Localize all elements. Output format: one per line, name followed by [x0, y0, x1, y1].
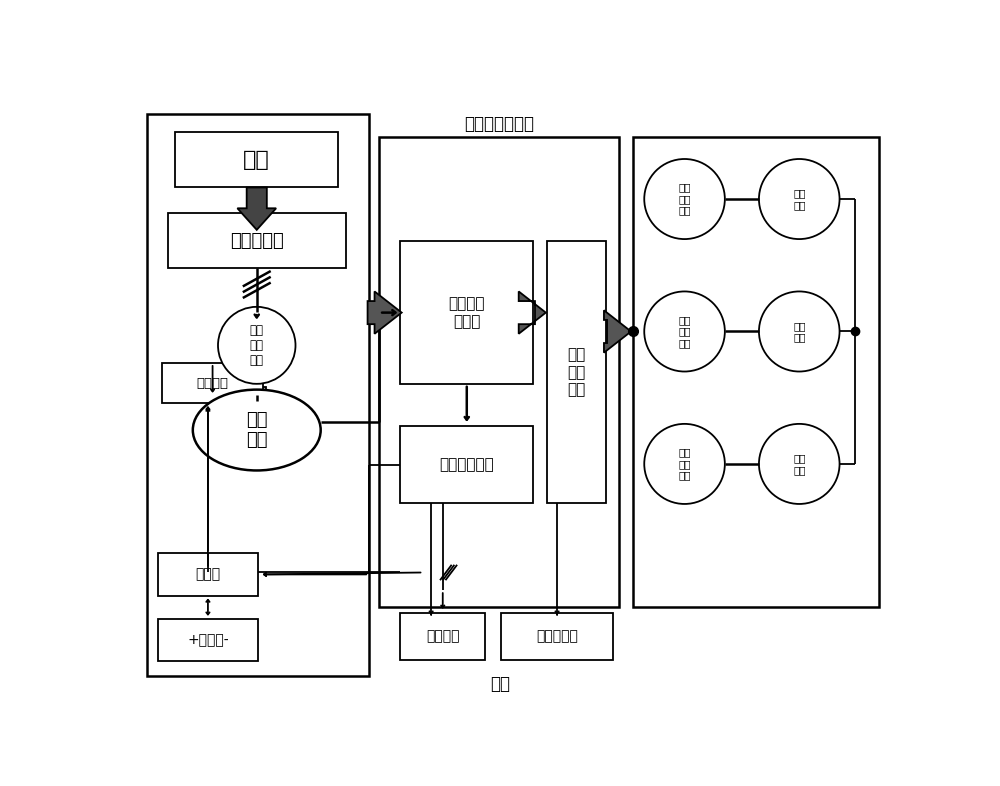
- Text: 充电机: 充电机: [195, 567, 220, 582]
- Bar: [247, 387, 266, 390]
- Bar: [547, 241, 606, 503]
- Text: 牵引变流柜系统: 牵引变流柜系统: [464, 115, 534, 133]
- Circle shape: [759, 292, 840, 372]
- Text: 第二
陪试
电机: 第二 陪试 电机: [678, 447, 691, 480]
- Polygon shape: [368, 292, 402, 334]
- Bar: [168, 213, 346, 268]
- Text: 牵引
控制
单元: 牵引 控制 单元: [567, 347, 586, 397]
- Circle shape: [759, 424, 840, 504]
- Circle shape: [759, 159, 840, 239]
- Bar: [400, 241, 533, 384]
- Ellipse shape: [193, 390, 321, 471]
- Text: 辅助控制单元: 辅助控制单元: [439, 457, 494, 472]
- Bar: [379, 138, 619, 607]
- Bar: [175, 132, 338, 188]
- Circle shape: [644, 292, 725, 372]
- Text: 第二
陪试
电机: 第二 陪试 电机: [678, 315, 691, 348]
- Polygon shape: [519, 292, 546, 334]
- Bar: [158, 553, 258, 596]
- Text: 电网: 电网: [243, 150, 270, 170]
- Circle shape: [644, 159, 725, 239]
- Text: 负载: 负载: [490, 675, 510, 693]
- Text: 第一
陪试
电机: 第一 陪试 电机: [250, 324, 264, 367]
- Polygon shape: [237, 188, 276, 230]
- Text: 整流和逆
变单元: 整流和逆 变单元: [449, 296, 485, 329]
- Bar: [633, 138, 879, 607]
- Circle shape: [218, 307, 296, 384]
- Circle shape: [644, 424, 725, 504]
- Text: 励磁系统: 励磁系统: [197, 376, 229, 390]
- Bar: [147, 114, 369, 677]
- Text: 制动电阻柜: 制动电阻柜: [536, 630, 578, 644]
- Text: 第二
陪试
电机: 第二 陪试 电机: [678, 182, 691, 215]
- Bar: [158, 619, 258, 661]
- Bar: [400, 613, 485, 659]
- Text: 第一变频器: 第一变频器: [230, 232, 284, 250]
- Text: 牵引
电机: 牵引 电机: [793, 321, 806, 342]
- Text: 牵引
电机: 牵引 电机: [793, 453, 806, 475]
- Bar: [162, 363, 263, 403]
- Polygon shape: [604, 310, 631, 353]
- Bar: [247, 391, 266, 395]
- Text: 主发
电机: 主发 电机: [246, 410, 268, 450]
- Bar: [501, 613, 613, 659]
- Text: 风机系统: 风机系统: [426, 630, 460, 644]
- Text: +蓄电池-: +蓄电池-: [187, 633, 229, 647]
- Bar: [400, 426, 533, 503]
- Text: 牵引
电机: 牵引 电机: [793, 188, 806, 210]
